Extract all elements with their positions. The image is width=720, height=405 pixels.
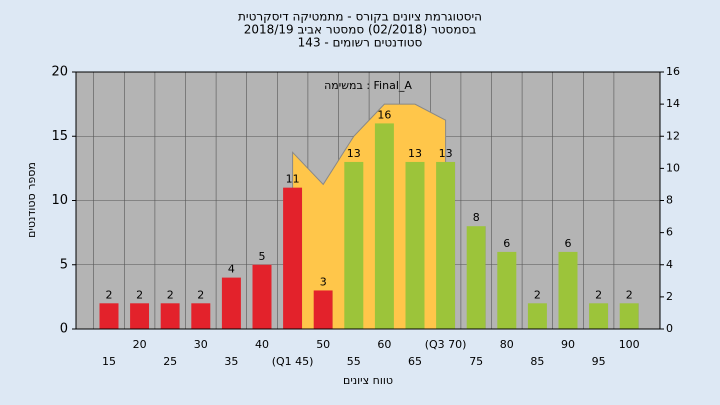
value-label: 2 [106, 288, 113, 301]
x-tick-label: 15 [102, 355, 116, 368]
x-tick-label: (Q1 45) [272, 355, 314, 368]
bar [374, 123, 394, 330]
value-label: 3 [320, 275, 327, 288]
bar [344, 161, 364, 329]
bar [130, 303, 150, 329]
value-label: 2 [534, 288, 541, 301]
x-tick-label: 95 [592, 355, 606, 368]
bar [527, 303, 547, 329]
x-tick-label: (Q3 70) [425, 338, 467, 351]
y-tick-label: 15 [51, 129, 68, 144]
x-tick-label: 30 [194, 338, 208, 351]
value-label: 2 [167, 288, 174, 301]
x-axis-label: טווח ציונים [343, 374, 393, 387]
value-label: 5 [259, 250, 266, 263]
value-label: 2 [136, 288, 143, 301]
value-label: 13 [347, 147, 361, 160]
x-tick-label: 35 [224, 355, 238, 368]
bar [221, 277, 241, 329]
bar [160, 303, 180, 329]
x-tick-label: 65 [408, 355, 422, 368]
y-tick-label: 10 [51, 193, 68, 208]
value-label: 2 [197, 288, 204, 301]
y2-tick-label: 2 [666, 290, 673, 303]
bar [436, 161, 456, 329]
value-label: 16 [377, 108, 391, 121]
bar [313, 290, 333, 329]
chart-subtitle: בסמסטר (02/2018) סמסטר אביב 2018/19 [244, 23, 476, 37]
bar [191, 303, 211, 329]
x-tick-label: 80 [500, 338, 514, 351]
bar [619, 303, 639, 329]
value-label: 13 [439, 147, 453, 160]
y2-tick-label: 8 [666, 194, 673, 207]
plot-border [75, 71, 661, 330]
bar [558, 251, 578, 329]
value-label: 13 [408, 147, 422, 160]
value-label: 4 [228, 263, 235, 276]
y2-tick-label: 0 [666, 322, 673, 335]
y2-tick-label: 6 [666, 226, 673, 239]
y-tick-label: 5 [60, 257, 68, 272]
bar [99, 303, 119, 329]
y2-tick-label: 12 [666, 129, 680, 142]
bar [497, 251, 517, 329]
value-label: 8 [473, 211, 480, 224]
value-label: 6 [503, 237, 510, 250]
x-tick-label: 25 [163, 355, 177, 368]
y2-tick-label: 4 [666, 258, 673, 271]
x-tick-label: 90 [561, 338, 575, 351]
value-label: 2 [626, 288, 633, 301]
y-tick-label: 20 [51, 65, 68, 80]
bar [405, 161, 425, 329]
value-label: 6 [565, 237, 572, 250]
x-tick-label: 20 [133, 338, 147, 351]
value-label: 11 [286, 173, 300, 186]
value-label: 2 [595, 288, 602, 301]
bar [283, 187, 303, 329]
x-tick-label: 85 [530, 355, 544, 368]
bar [589, 303, 609, 329]
chart-subtitle: סטודנטים רשומים - 143 [298, 36, 423, 50]
x-tick-label: 60 [377, 338, 391, 351]
x-tick-label: 100 [619, 338, 640, 351]
x-tick-label: 50 [316, 338, 330, 351]
x-tick-label: 75 [469, 355, 483, 368]
x-tick-label: 55 [347, 355, 361, 368]
x-tick-label: 40 [255, 338, 269, 351]
y2-tick-label: 10 [666, 161, 680, 174]
bar [252, 264, 272, 329]
annotation: במשימה : Final_A [324, 79, 412, 92]
y-tick-label: 0 [60, 322, 68, 337]
chart-title: היסטוגרמת ציונים בקורס - מתמטיקה דיסקרטי… [238, 10, 482, 24]
y2-tick-label: 14 [666, 97, 680, 110]
bar [466, 226, 486, 329]
y2-tick-label: 16 [666, 65, 680, 78]
y-axis-label: מספר סטודנטים [25, 162, 38, 238]
